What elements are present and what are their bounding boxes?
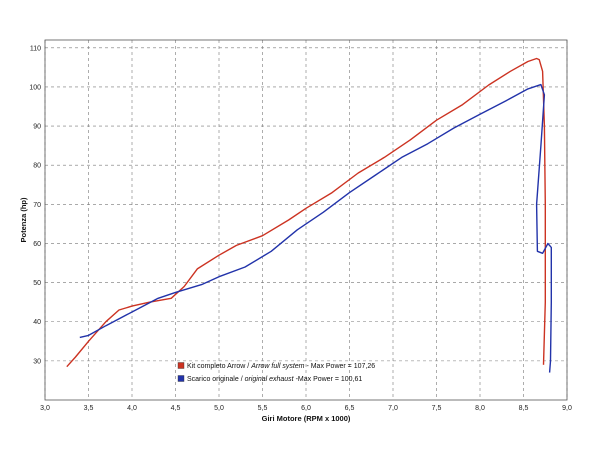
series-line-original xyxy=(79,83,552,373)
legend-swatch-original xyxy=(177,375,185,382)
y-tick-label: 80 xyxy=(33,163,41,170)
y-tick-label: 50 xyxy=(33,280,41,287)
y-tick-label: 100 xyxy=(29,84,41,91)
y-tick-label: 40 xyxy=(33,319,41,326)
legend-label-arrow-part2: Arrow full system xyxy=(250,363,304,370)
x-tick-label: 6,0 xyxy=(301,405,311,412)
y-tick-label: 60 xyxy=(33,241,41,248)
series-lines xyxy=(66,57,552,373)
x-tick-labels: 3,0 3,5 4,0 4,5 5,0 5,5 6,0 6,5 7,0 7,5 8,0 8,5 9,0 xyxy=(40,405,572,412)
y-tick-labels: 30 40 50 60 70 80 90 100 110 xyxy=(29,45,41,365)
x-tick-label: 7,0 xyxy=(388,405,398,412)
y-tick-label: 90 xyxy=(33,124,41,131)
x-tick-label: 6,5 xyxy=(345,405,355,412)
y-tick-label: 30 xyxy=(33,358,41,365)
legend-swatch-arrow xyxy=(177,362,185,369)
y-axis-title: Potenza (hp) xyxy=(19,197,28,242)
x-tick-label: 3,5 xyxy=(84,405,94,412)
y-tick-label: 70 xyxy=(33,202,41,209)
legend-label-original: Scarico originale / original exhaust -Ma… xyxy=(187,376,362,383)
x-tick-label: 8,0 xyxy=(475,405,485,412)
legend-label-arrow-part3: - Max Power = 107,26 xyxy=(305,363,376,370)
x-tick-label: 5,5 xyxy=(258,405,268,412)
x-tick-label: 4,5 xyxy=(171,405,181,412)
gridlines xyxy=(44,40,568,400)
legend-label-original-part2: original exhaust xyxy=(245,376,295,383)
x-axis-title: Giri Motore (RPM x 1000) xyxy=(262,414,351,423)
legend-label-original-part3: -Max Power = 100,61 xyxy=(294,376,363,383)
plot-frame xyxy=(44,39,568,401)
x-tick-label: 9,0 xyxy=(562,405,572,412)
legend-label-arrow: Kit completo Arrow / Arrow full system -… xyxy=(187,363,375,370)
x-tick-label: 8,5 xyxy=(519,405,529,412)
x-tick-label: 3,0 xyxy=(40,405,50,412)
legend: Kit completo Arrow / Arrow full system -… xyxy=(177,362,375,383)
x-tick-label: 4,0 xyxy=(127,405,137,412)
y-tick-label: 110 xyxy=(30,45,41,52)
series-line-arrow xyxy=(66,57,546,368)
x-tick-label: 7,5 xyxy=(432,405,442,412)
legend-label-original-part1: Scarico originale / xyxy=(187,376,245,383)
legend-label-arrow-part1: Kit completo Arrow / xyxy=(187,363,251,370)
x-tick-label: 5,0 xyxy=(214,405,224,412)
